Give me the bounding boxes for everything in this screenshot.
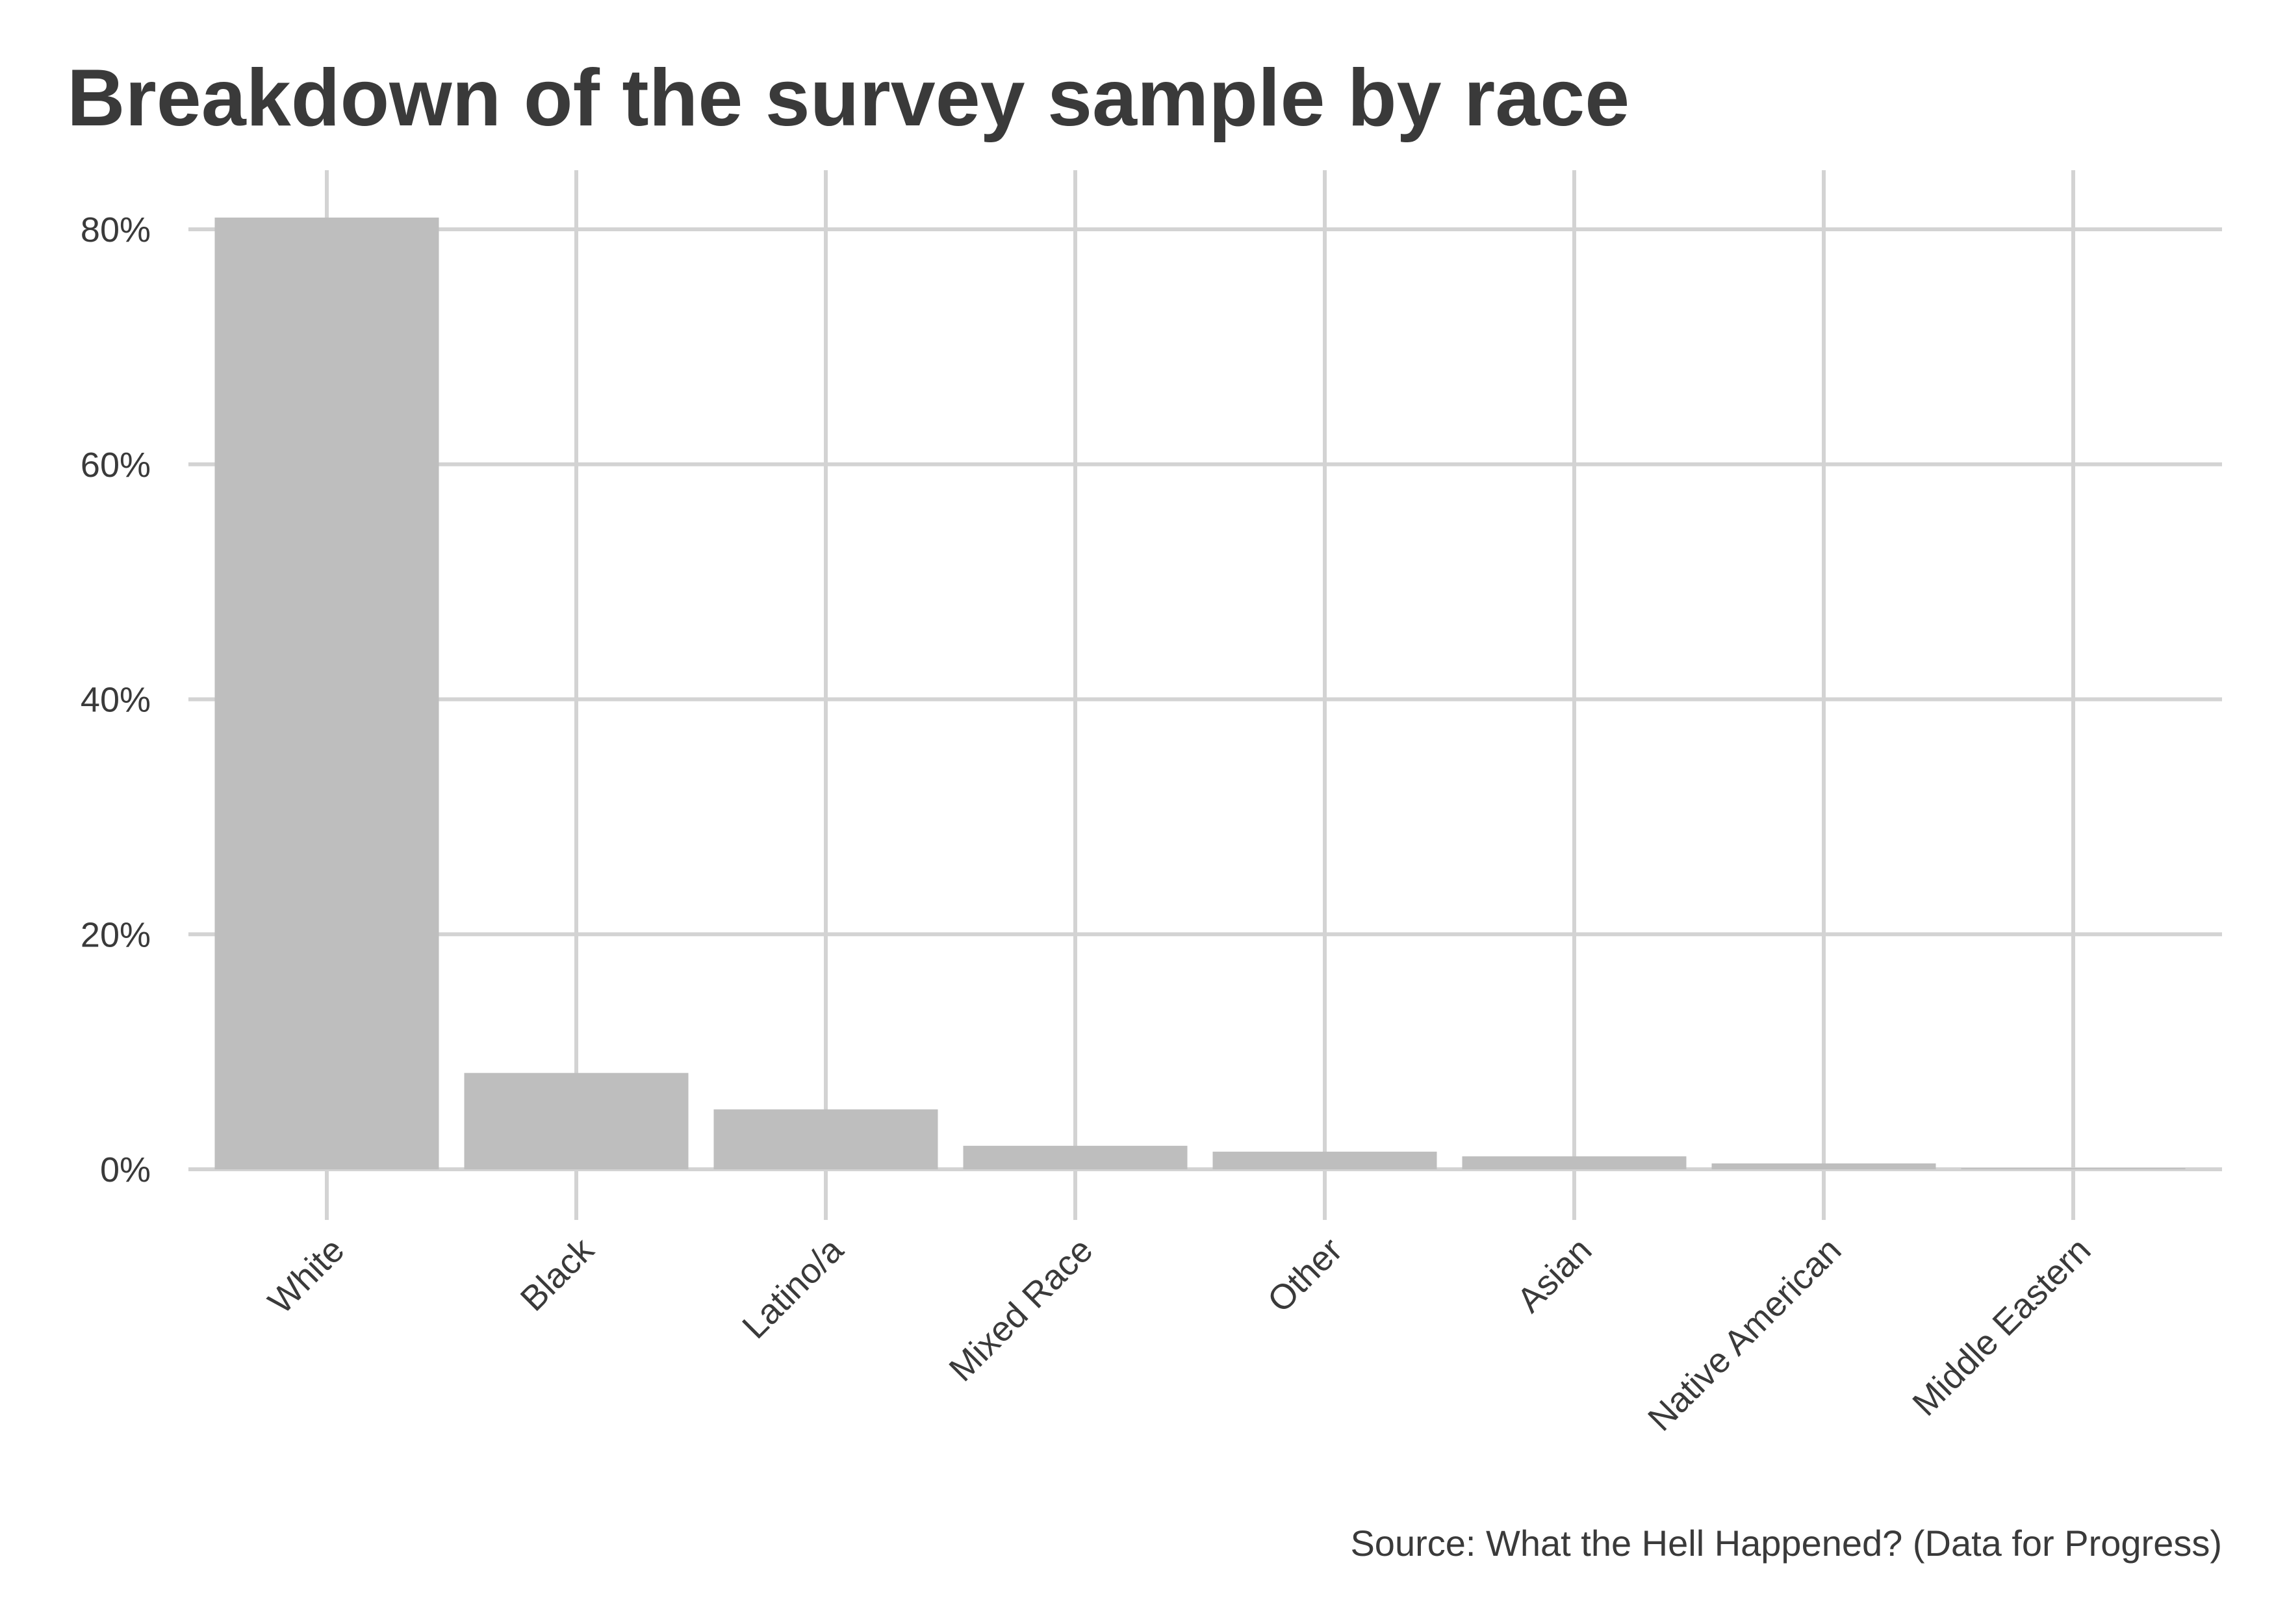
bar xyxy=(214,217,439,1170)
chart-title: Breakdown of the survey sample by race xyxy=(67,53,1629,143)
gridlines xyxy=(188,170,2222,1220)
bar xyxy=(1212,1151,1437,1169)
bar xyxy=(713,1109,938,1169)
x-tick-label: White xyxy=(261,1230,351,1321)
x-tick-label: Mixed Race xyxy=(941,1230,1100,1389)
bar xyxy=(1961,1168,2186,1169)
y-tick-label: 80% xyxy=(81,210,151,249)
x-tick-label: Black xyxy=(513,1230,602,1319)
y-tick-label: 40% xyxy=(81,681,151,720)
x-tick-label: Latino/a xyxy=(735,1230,851,1346)
x-tick-label: Asian xyxy=(1510,1230,1600,1320)
x-tick-label: Native American xyxy=(1641,1230,1848,1438)
bars xyxy=(214,217,2186,1170)
bar xyxy=(1462,1156,1687,1169)
y-axis-ticks: 0% 20% 40% 60% 80% xyxy=(81,210,151,1189)
y-tick-label: 0% xyxy=(100,1150,151,1189)
x-tick-label: Middle Eastern xyxy=(1905,1230,2098,1423)
y-tick-label: 60% xyxy=(81,446,151,485)
bar xyxy=(963,1145,1188,1169)
x-tick-label: Other xyxy=(1260,1230,1350,1320)
bar xyxy=(1711,1163,1936,1169)
bar xyxy=(464,1072,689,1169)
chart-caption: Source: What the Hell Happened? (Data fo… xyxy=(1350,1523,2222,1564)
x-axis-ticks: White Black Latino/a Mixed Race Other Asian Na… xyxy=(261,1230,2098,1438)
y-tick-label: 20% xyxy=(81,915,151,954)
